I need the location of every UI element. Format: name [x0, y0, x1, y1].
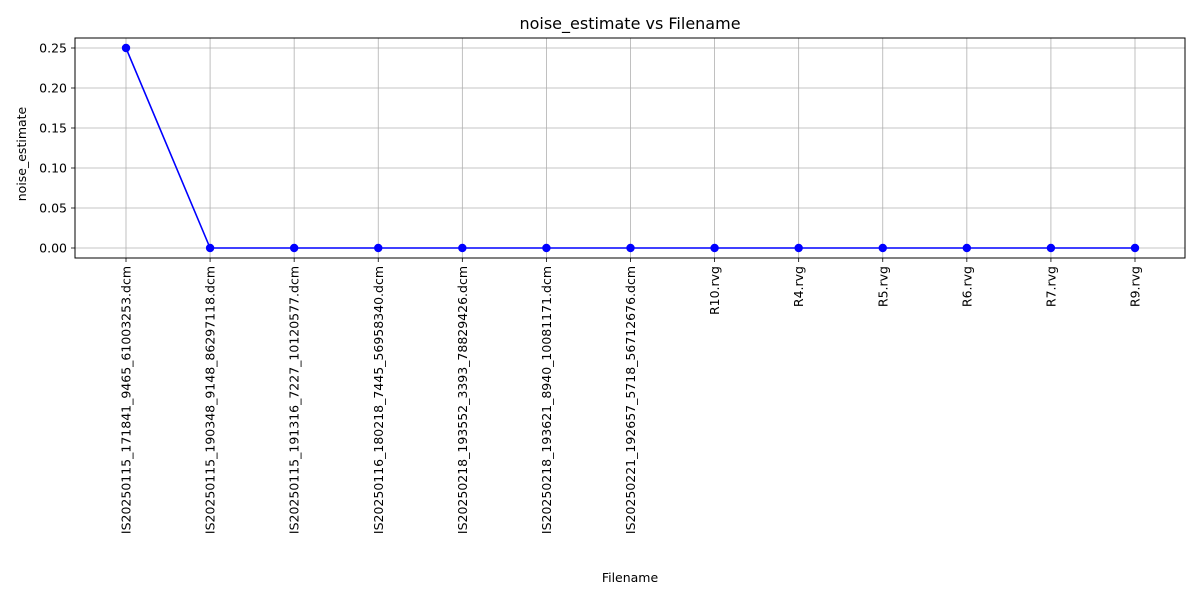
- grid: [75, 38, 1185, 258]
- data-point: [710, 243, 719, 253]
- chart-title: noise_estimate vs Filename: [519, 14, 740, 34]
- x-tick-label: IS20250115_190348_9148_86297118.dcm: [203, 266, 218, 534]
- y-tick-label: 0.15: [39, 121, 67, 136]
- x-axis-label: Filename: [602, 570, 659, 585]
- x-tick-label: IS20250218_193552_3393_78829426.dcm: [455, 266, 470, 534]
- y-axis-label: noise_estimate: [14, 106, 29, 201]
- x-tick-label: IS20250115_171841_9465_61003253.dcm: [119, 266, 134, 534]
- data-point: [205, 243, 215, 253]
- data-point: [962, 243, 972, 253]
- x-tick-label: R7.rvg: [1043, 266, 1058, 307]
- data-point: [626, 243, 635, 253]
- x-tick-label: IS20250116_180218_7445_56958340.dcm: [371, 266, 386, 534]
- x-tick-label: R10.rvg: [707, 266, 722, 315]
- x-tick-label: IS20250115_191316_7227_10120577.dcm: [287, 266, 302, 534]
- data-point: [542, 243, 551, 253]
- data-point: [121, 43, 131, 53]
- x-tick-label: R4.rvg: [791, 266, 806, 307]
- series-noise-estimate: [121, 43, 1140, 253]
- data-point: [374, 243, 383, 253]
- axes: 0.00 0.05 0.10 0.15 0.20 0.25 IS20250115_17184…: [39, 37, 1186, 534]
- x-tick-label: R6.rvg: [959, 266, 974, 307]
- x-tick-label: R5.rvg: [875, 266, 890, 307]
- data-point: [878, 243, 887, 253]
- data-point: [458, 243, 467, 253]
- plot-frame: [74, 37, 1186, 259]
- x-tick-label: IS20250218_193621_8940_10081171.dcm: [539, 266, 554, 534]
- data-point: [1046, 243, 1056, 253]
- y-tick-label: 0.25: [39, 41, 67, 56]
- data-point: [794, 243, 803, 253]
- y-tick-label: 0.10: [39, 161, 67, 176]
- data-point: [1130, 243, 1140, 253]
- x-tick-label: IS20250221_192657_5718_56712676.dcm: [623, 266, 638, 534]
- y-tick-label: 0.05: [39, 201, 67, 216]
- y-tick-label: 0.20: [39, 81, 67, 96]
- x-tick-label: R9.rvg: [1128, 266, 1143, 307]
- data-point: [289, 243, 299, 253]
- y-tick-label: 0.00: [39, 241, 67, 256]
